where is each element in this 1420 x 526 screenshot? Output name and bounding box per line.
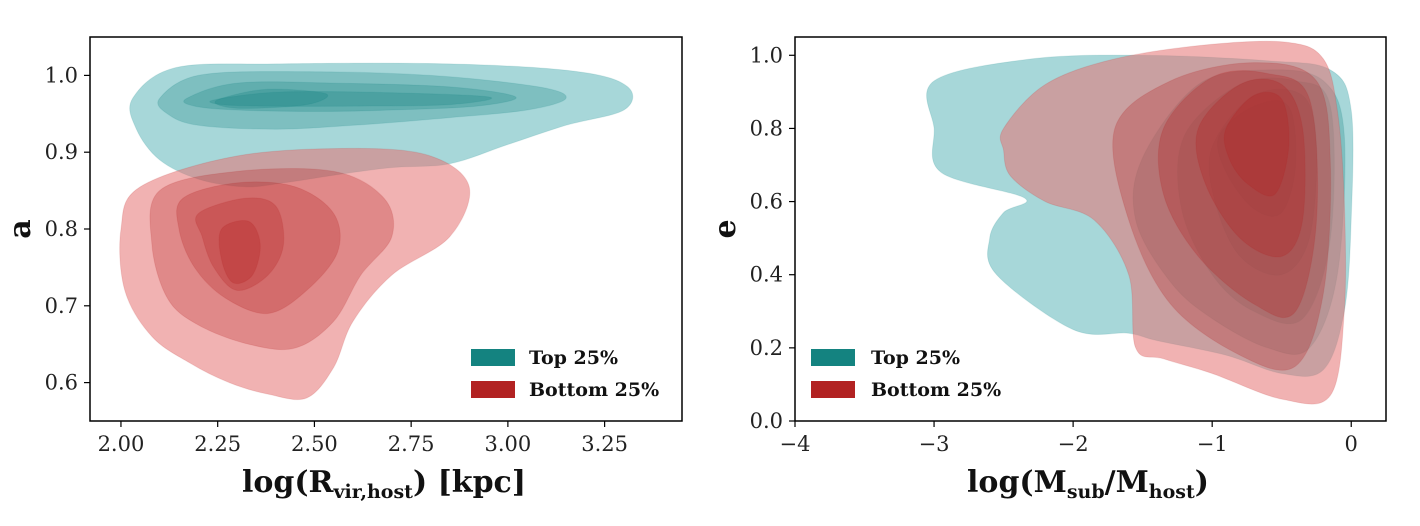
x-tick-label: 2.00	[98, 432, 145, 456]
right-panel: −4 −3 −2 −1 0 0.0 0.2 0.4 0.6 0.8 1.0 log(Msub/Mh…	[708, 36, 1387, 503]
right-legend-swatch-bottom	[811, 381, 855, 398]
y-tick-label: 0.2	[750, 336, 783, 360]
contour-level-2	[176, 181, 341, 315]
x-tick-label: 2.75	[388, 432, 435, 456]
contour-level-3	[1195, 78, 1306, 258]
contour-level-2	[1157, 70, 1319, 319]
contour-series-bottom	[119, 147, 471, 401]
right-plot-frame	[794, 36, 1387, 422]
left-legend-swatch-top	[471, 349, 515, 366]
left-panel: 2.00 2.25 2.50 2.75 3.00 3.25 0.6 0.7 0.8 0.9 1.0…	[3, 36, 683, 503]
x-tick-label: 3.00	[484, 432, 531, 456]
x-tick-label: −4	[780, 432, 811, 456]
right-legend: Top 25% Bottom 25%	[811, 347, 1001, 401]
left-legend: Top 25% Bottom 25%	[471, 347, 659, 401]
left-contours	[119, 62, 634, 401]
contour-level-4	[218, 220, 261, 285]
contour-series-bottom	[999, 40, 1347, 405]
right-y-axis-label: e	[708, 219, 743, 238]
y-tick-label: 0.4	[750, 263, 783, 287]
contour-level-3	[209, 91, 492, 107]
left-y-axis-label: a	[3, 219, 38, 238]
x-tick-label: 3.25	[581, 432, 628, 456]
left-y-ticks: 0.6 0.7 0.8 0.9 1.0	[45, 63, 90, 395]
left-legend-label-top: Top 25%	[529, 347, 618, 369]
y-tick-label: 0.8	[750, 116, 783, 140]
contour-level-4	[1223, 91, 1290, 197]
x-tick-label: 0	[1345, 432, 1358, 456]
contour-level-4	[214, 88, 329, 109]
x-tick-label: −1	[1197, 432, 1228, 456]
x-tick-label: 2.25	[194, 432, 241, 456]
x-tick-label: −3	[919, 432, 950, 456]
contour-level-3	[195, 197, 285, 291]
left-x-ticks: 2.00 2.25 2.50 2.75 3.00 3.25	[98, 421, 628, 456]
y-tick-label: 0.8	[45, 217, 78, 241]
y-tick-label: 0.7	[45, 294, 78, 318]
contour-level-0	[119, 147, 471, 401]
contour-level-1	[157, 71, 567, 130]
right-x-axis-label: log(Msub/Mhost)	[967, 465, 1209, 503]
contour-level-1	[1112, 62, 1332, 371]
right-contours	[926, 40, 1354, 405]
left-legend-swatch-bottom	[471, 381, 515, 398]
right-legend-label-bottom: Bottom 25%	[871, 379, 1001, 401]
right-x-ticks: −4 −3 −2 −1 0	[780, 421, 1358, 456]
y-tick-label: 1.0	[750, 43, 783, 67]
right-legend-label-top: Top 25%	[871, 347, 960, 369]
x-tick-label: −2	[1058, 432, 1089, 456]
y-tick-label: 0.6	[750, 190, 783, 214]
left-x-axis-label: log(Rvir,host) [kpc]	[242, 465, 526, 503]
left-legend-label-bottom: Bottom 25%	[529, 379, 659, 401]
right-y-ticks: 0.0 0.2 0.4 0.6 0.8 1.0	[750, 43, 795, 433]
y-tick-label: 0.6	[45, 371, 78, 395]
contour-level-1	[149, 168, 395, 351]
y-tick-label: 1.0	[45, 63, 78, 87]
y-tick-label: 0.0	[750, 409, 783, 433]
y-tick-label: 0.9	[45, 140, 78, 164]
contour-level-0	[999, 40, 1347, 405]
right-legend-swatch-top	[811, 349, 855, 366]
x-tick-label: 2.50	[291, 432, 338, 456]
contour-level-2	[183, 81, 517, 113]
